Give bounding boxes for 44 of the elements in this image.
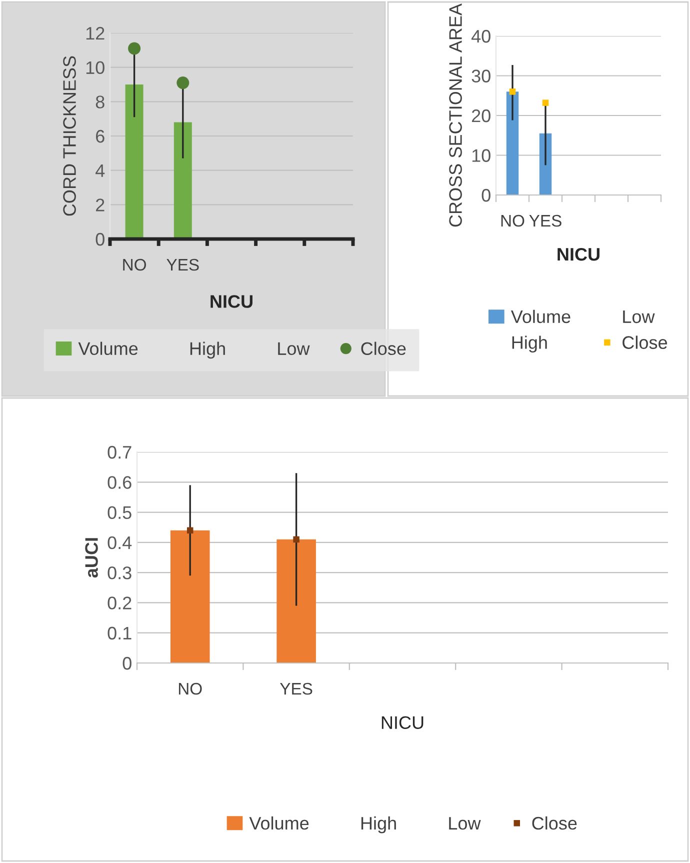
y-tick-label: 0.6	[108, 476, 132, 489]
text: High	[512, 336, 547, 353]
x-tick-label: YES	[280, 682, 312, 695]
y-tick-label: 0.5	[108, 506, 132, 520]
y-tick-label: 20	[472, 109, 490, 122]
x-tick-label: NO	[178, 682, 202, 695]
y-tick-label: 10	[472, 149, 490, 162]
y-tick-label: 2	[96, 198, 104, 212]
y-axis-title: CORD THICKNESS	[63, 56, 76, 216]
text: Low	[449, 817, 481, 830]
y-tick-label: 40	[471, 30, 490, 43]
x-tick-label: YES	[166, 258, 199, 271]
legend-label: Volume	[510, 310, 570, 324]
y-tick-label: 0.4	[108, 536, 132, 550]
legend-label: Close	[361, 342, 406, 356]
text: High	[190, 342, 225, 359]
y-tick-label: 0.1	[108, 626, 132, 640]
y-tick-label: 30	[472, 70, 490, 82]
y-tick-label: 0	[482, 188, 490, 202]
x-tick-label: NO	[123, 258, 146, 271]
y-axis-title: aUCI	[85, 538, 98, 578]
x-axis-title: NICU	[210, 295, 252, 308]
legend-label: Volume	[249, 816, 309, 830]
y-tick-label: 0.3	[108, 566, 132, 580]
legend-label: Close	[622, 336, 667, 349]
x-axis-title: NICU	[382, 716, 424, 730]
y-tick-label: 8	[96, 96, 104, 108]
y-tick-label: 0.2	[108, 596, 132, 610]
y-tick-label: 0	[122, 656, 132, 670]
text: Low	[623, 310, 655, 324]
x-tick-label: NO	[501, 214, 524, 227]
y-tick-label: 12	[86, 26, 104, 40]
y-axis-title: CROSS SECTIONAL AREA	[449, 4, 462, 227]
x-axis-title: NICU	[558, 248, 600, 261]
y-tick-label: 0	[96, 232, 104, 246]
x-tick-label: YES	[529, 214, 562, 227]
y-tick-label: 4	[96, 164, 105, 177]
y-tick-label: 0.7	[108, 446, 132, 459]
y-tick-label: 10	[86, 61, 104, 74]
legend-label: Volume	[78, 342, 138, 356]
legend-label: Close	[532, 816, 577, 830]
text: High	[361, 816, 396, 834]
y-tick-label: 6	[96, 130, 104, 143]
text: Low	[278, 342, 310, 356]
